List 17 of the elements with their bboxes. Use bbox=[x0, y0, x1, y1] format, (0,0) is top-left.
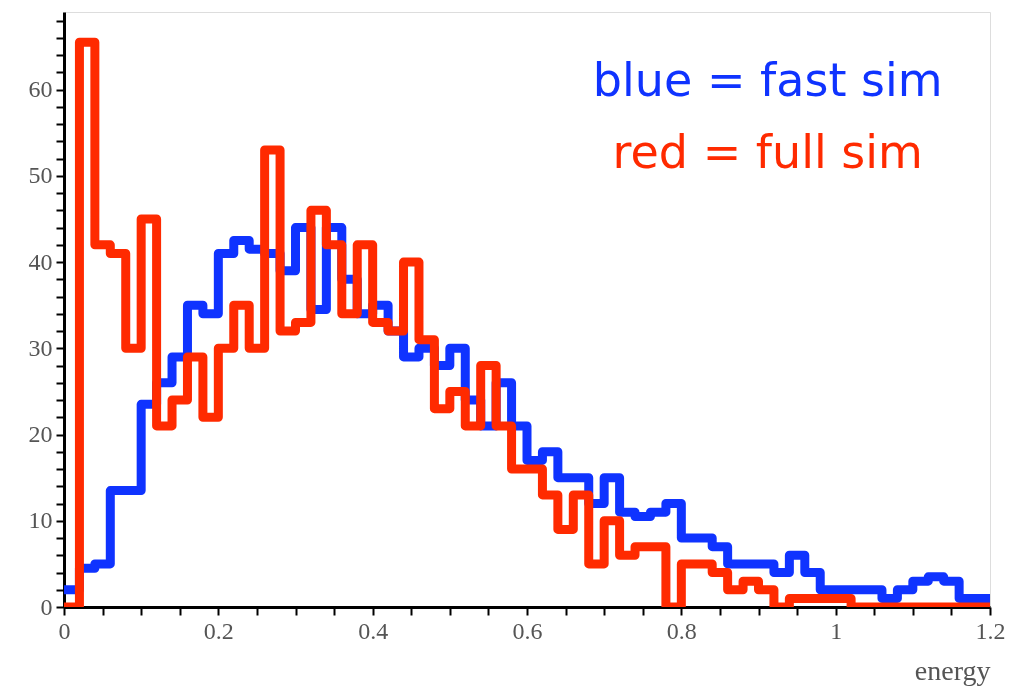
x-tick-label: 0.6 bbox=[512, 617, 543, 644]
x-tick-label: 0.2 bbox=[203, 617, 234, 644]
y-tick-label: 60 bbox=[28, 76, 53, 103]
y-tick-label: 10 bbox=[28, 507, 53, 534]
y-tick-label: 40 bbox=[28, 248, 53, 275]
y-tick-label: 0 bbox=[40, 593, 53, 620]
x-tick-label: 0.4 bbox=[358, 617, 389, 644]
y-tick-label: 30 bbox=[28, 334, 53, 361]
y-tick-label: 20 bbox=[28, 421, 53, 448]
x-tick-label: 0 bbox=[58, 617, 71, 644]
text: blue = fast sim bbox=[592, 53, 943, 107]
text: red = full sim bbox=[612, 125, 923, 179]
y-tick-label: 50 bbox=[28, 162, 53, 189]
x-tick-label: 1 bbox=[830, 617, 843, 644]
x-axis-title: energy bbox=[914, 654, 991, 686]
x-tick-label: 0.8 bbox=[666, 617, 697, 644]
x-tick-label: 1.2 bbox=[975, 617, 1006, 644]
